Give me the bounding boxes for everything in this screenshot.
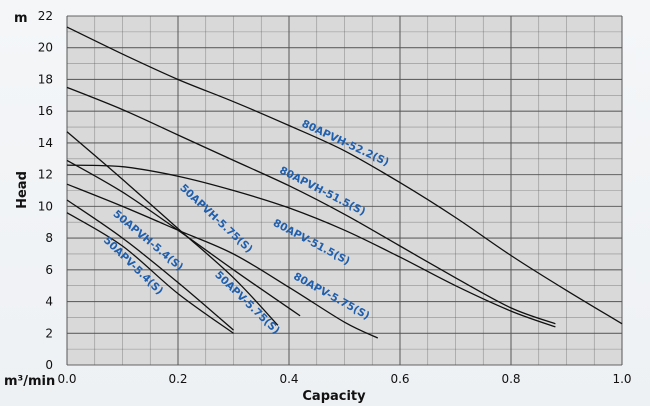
curve-50apvh-5-75-s bbox=[66, 131, 279, 326]
x-axis-ticks: 0.0 0.2 0.4 0.6 0.8 1.0 bbox=[57, 372, 631, 386]
y-axis-unit: m bbox=[14, 11, 28, 26]
x-tick-label: 1.0 bbox=[612, 372, 631, 386]
y-axis-title: Head bbox=[15, 171, 30, 209]
y-tick-label: 22 bbox=[38, 9, 53, 23]
curve-80apv-5-75-s bbox=[66, 183, 379, 339]
y-tick-label: 18 bbox=[38, 72, 53, 86]
y-tick-label: 12 bbox=[38, 168, 53, 182]
y-tick-label: 2 bbox=[45, 326, 53, 340]
curve-50apv-5-75-s bbox=[66, 159, 301, 317]
curve-50apvh-5-4-s bbox=[66, 199, 234, 331]
x-axis-title: Capacity bbox=[302, 389, 366, 404]
curve-80apvh-52-2-s bbox=[66, 26, 623, 325]
y-tick-label: 14 bbox=[38, 136, 53, 150]
x-tick-label: 0.6 bbox=[390, 372, 409, 386]
y-tick-label: 16 bbox=[38, 104, 53, 118]
y-axis-ticks: 0 2 4 6 8 10 12 14 16 18 20 22 bbox=[38, 9, 53, 372]
x-axis-unit: m³/min bbox=[4, 374, 55, 389]
curve-50apv-5-4-s bbox=[66, 212, 234, 334]
curve-80apvh-51-5-s bbox=[66, 86, 556, 325]
y-tick-label: 8 bbox=[45, 231, 53, 245]
y-tick-label: 0 bbox=[45, 358, 53, 372]
y-tick-label: 4 bbox=[45, 295, 53, 309]
x-tick-label: 0.8 bbox=[501, 372, 520, 386]
grid-lines bbox=[66, 15, 623, 366]
x-tick-label: 0.0 bbox=[57, 372, 76, 386]
y-tick-label: 10 bbox=[38, 199, 53, 213]
x-tick-label: 0.4 bbox=[279, 372, 298, 386]
curve-80apv-51-5-s bbox=[66, 164, 556, 328]
y-tick-label: 6 bbox=[45, 263, 53, 277]
y-tick-label: 20 bbox=[38, 41, 53, 55]
x-tick-label: 0.2 bbox=[168, 372, 187, 386]
curve-series bbox=[66, 26, 623, 339]
